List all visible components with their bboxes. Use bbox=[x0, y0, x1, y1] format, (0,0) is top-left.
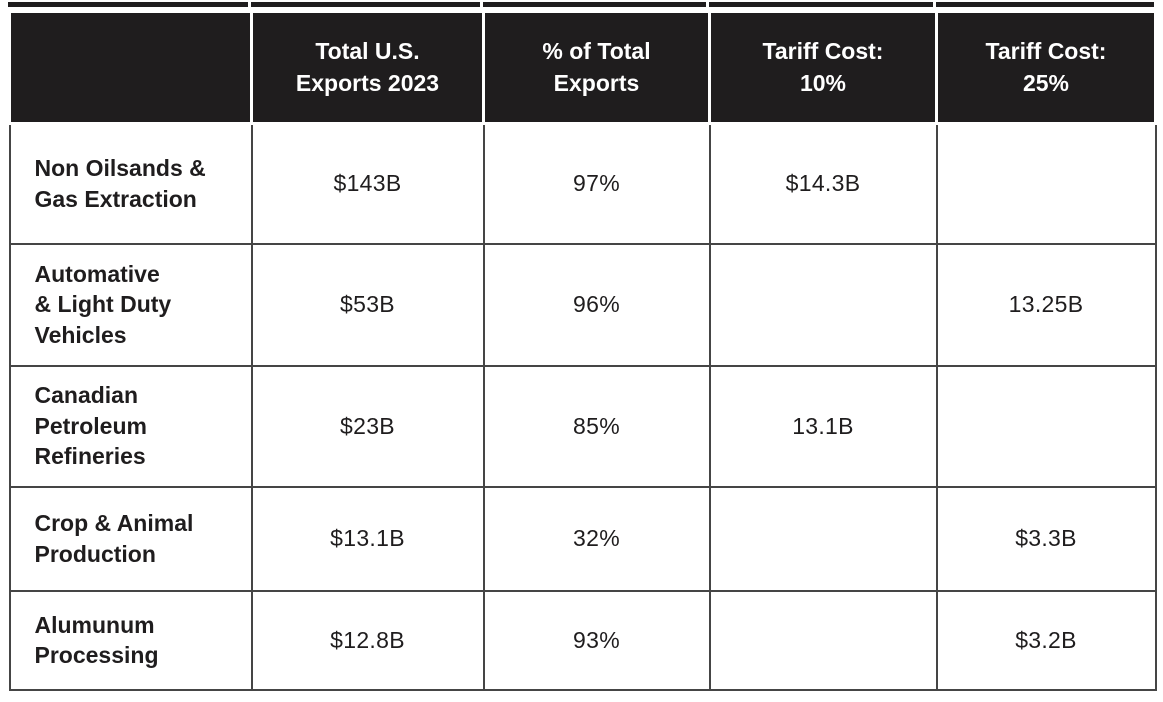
cell-tariff-25: $3.2B bbox=[935, 589, 1157, 691]
cell-total-exports: $12.8B bbox=[250, 589, 485, 691]
column-header-pct-of-total-exports: % of Total Exports bbox=[482, 10, 711, 125]
cell-total-exports: $143B bbox=[250, 122, 485, 245]
table-row: Alumunum Processing $12.8B 93% $3.2B bbox=[8, 589, 1157, 691]
cropped-row-sliver bbox=[8, 2, 1154, 7]
cell-tariff-10: 13.1B bbox=[708, 364, 938, 488]
column-header-tariff-cost-25: Tariff Cost: 25% bbox=[935, 10, 1157, 125]
row-header-canadian-petroleum: Canadian Petroleum Refineries bbox=[8, 364, 253, 488]
row-header-crop-animal: Crop & Animal Production bbox=[8, 485, 253, 592]
cell-tariff-10 bbox=[708, 589, 938, 691]
row-header-non-oilsands: Non Oilsands & Gas Extraction bbox=[8, 122, 253, 245]
row-header-alumunum-processing: Alumunum Processing bbox=[8, 589, 253, 691]
table-row: Automative & Light Duty Vehicles $53B 96… bbox=[8, 242, 1157, 367]
cell-pct-of-total: 96% bbox=[482, 242, 711, 367]
cell-tariff-25: 13.25B bbox=[935, 242, 1157, 367]
table-row: Crop & Animal Production $13.1B 32% $3.3… bbox=[8, 485, 1157, 592]
cell-total-exports: $23B bbox=[250, 364, 485, 488]
cell-tariff-10 bbox=[708, 485, 938, 592]
cell-tariff-10 bbox=[708, 242, 938, 367]
cropped-row-segment bbox=[251, 2, 480, 7]
table-row: Canadian Petroleum Refineries $23B 85% 1… bbox=[8, 364, 1157, 488]
cell-tariff-25: $3.3B bbox=[935, 485, 1157, 592]
cell-pct-of-total: 85% bbox=[482, 364, 711, 488]
cell-total-exports: $53B bbox=[250, 242, 485, 367]
cell-tariff-25 bbox=[935, 364, 1157, 488]
table-row: Non Oilsands & Gas Extraction $143B 97% … bbox=[8, 122, 1157, 245]
cell-pct-of-total: 93% bbox=[482, 589, 711, 691]
tariff-table: Total U.S. Exports 2023 % of Total Expor… bbox=[8, 10, 1157, 691]
row-header-automative-vehicles: Automative & Light Duty Vehicles bbox=[8, 242, 253, 367]
cell-total-exports: $13.1B bbox=[250, 485, 485, 592]
cropped-row-segment bbox=[8, 2, 248, 7]
column-header-total-us-exports: Total U.S. Exports 2023 bbox=[250, 10, 485, 125]
cell-tariff-10: $14.3B bbox=[708, 122, 938, 245]
cell-pct-of-total: 32% bbox=[482, 485, 711, 592]
cell-pct-of-total: 97% bbox=[482, 122, 711, 245]
cropped-row-segment bbox=[936, 2, 1154, 7]
column-header-tariff-cost-10: Tariff Cost: 10% bbox=[708, 10, 938, 125]
column-header-blank bbox=[8, 10, 253, 125]
cropped-row-segment bbox=[483, 2, 706, 7]
cropped-row-segment bbox=[709, 2, 933, 7]
cell-tariff-25 bbox=[935, 122, 1157, 245]
header-row: Total U.S. Exports 2023 % of Total Expor… bbox=[8, 10, 1157, 125]
